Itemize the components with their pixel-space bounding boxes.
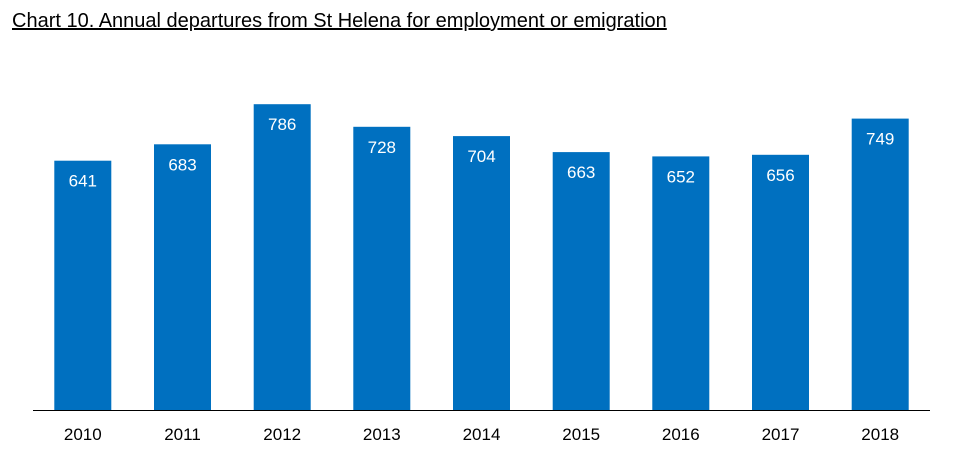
- data-label-2010: 641: [69, 172, 97, 191]
- data-label-2012: 786: [268, 115, 296, 134]
- bar-2010: [54, 160, 112, 410]
- bar-2015: [552, 152, 610, 410]
- x-tick-label-2011: 2011: [164, 425, 201, 444]
- bar-series: 641 683 786 728 704 663 652 656 749: [54, 104, 909, 411]
- x-tick-label-2012: 2012: [263, 425, 301, 444]
- data-label-2018: 749: [866, 130, 894, 149]
- data-label-2015: 663: [567, 163, 595, 182]
- bar-2012: [253, 104, 311, 410]
- data-label-2016: 652: [667, 167, 695, 186]
- chart-title: Chart 10. Annual departures from St Hele…: [12, 10, 667, 32]
- x-tick-label-2013: 2013: [363, 425, 401, 444]
- bar-2014: [453, 136, 510, 410]
- x-tick-label-2018: 2018: [861, 425, 899, 444]
- x-axis-tick-labels: 2010 2011 2012 2013 2014 2015 2016 2017 2018: [64, 425, 899, 444]
- bar-2018: [851, 118, 909, 410]
- bar-2016: [652, 156, 710, 410]
- x-tick-label-2010: 2010: [64, 425, 102, 444]
- bar-2017: [752, 154, 809, 410]
- data-label-2011: 683: [168, 155, 196, 174]
- data-label-2013: 728: [368, 138, 396, 157]
- data-label-2014: 704: [467, 147, 495, 166]
- x-tick-label-2016: 2016: [662, 425, 700, 444]
- bar-2013: [353, 126, 411, 411]
- x-tick-label-2014: 2014: [463, 425, 501, 444]
- data-label-2017: 656: [766, 166, 794, 185]
- x-tick-label-2015: 2015: [562, 425, 600, 444]
- bar-2011: [154, 144, 211, 411]
- x-tick-label-2017: 2017: [762, 425, 800, 444]
